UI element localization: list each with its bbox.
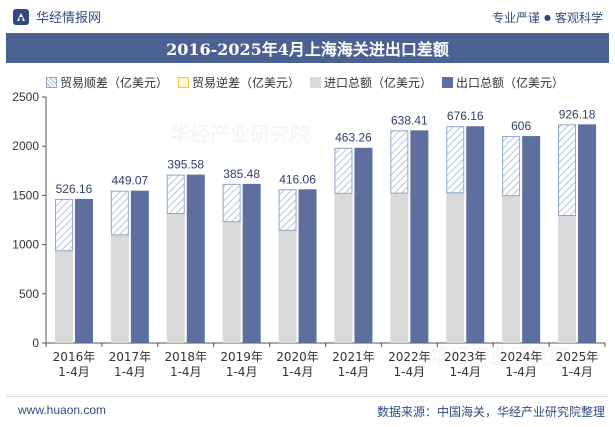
y-tick-label: 0 xyxy=(32,336,39,350)
brand-logo-icon xyxy=(13,8,29,25)
x-tick-label: 1-4月 xyxy=(226,365,258,379)
x-tick-label: 2018年 xyxy=(164,350,207,364)
export-bar[interactable] xyxy=(522,136,541,343)
export-bar[interactable] xyxy=(354,147,373,343)
footer: www.huaon.com 数据来源：中国海关，华经产业研究院整理 xyxy=(6,396,609,421)
legend-swatch-import xyxy=(310,76,322,88)
x-tick-label: 2016年 xyxy=(53,350,96,364)
export-bar[interactable] xyxy=(298,189,317,343)
x-tick-label: 2023年 xyxy=(444,350,487,364)
surplus-bar[interactable] xyxy=(54,198,73,252)
brand[interactable]: 华经情报网 xyxy=(12,7,101,26)
surplus-bar[interactable] xyxy=(278,189,297,231)
x-tick-label: 2022年 xyxy=(388,350,431,364)
footer-url[interactable]: www.huaon.com xyxy=(18,403,107,417)
surplus-bar[interactable] xyxy=(502,136,521,197)
surplus-bar[interactable] xyxy=(446,126,465,194)
x-tick-label: 2021年 xyxy=(332,350,375,364)
y-tick-label: 1500 xyxy=(12,188,39,202)
legend-item-deficit[interactable]: 贸易逆差（亿美元） xyxy=(178,74,300,91)
surplus-data-label: 676.16 xyxy=(447,109,484,123)
surplus-bar[interactable] xyxy=(390,130,409,194)
chart-bars xyxy=(54,124,597,344)
tagline-dot-icon: ● xyxy=(544,13,551,22)
x-tick-label: 2020年 xyxy=(276,350,319,364)
import-bar[interactable] xyxy=(54,250,73,343)
footer-source: 数据来源：中国海关，华经产业研究院整理 xyxy=(376,405,605,419)
surplus-bar[interactable] xyxy=(334,147,353,194)
export-bar[interactable] xyxy=(466,126,485,344)
y-tick-label: 2500 xyxy=(12,90,39,104)
x-tick-label: 2019年 xyxy=(220,350,263,364)
import-bar[interactable] xyxy=(166,213,185,343)
surplus-data-label: 526.16 xyxy=(56,182,93,196)
surplus-bar[interactable] xyxy=(222,183,241,223)
x-tick-label: 1-4月 xyxy=(394,365,426,379)
surplus-data-label: 416.06 xyxy=(279,172,316,186)
watermark-text: 华经产业研究院 xyxy=(170,122,310,146)
chart-legend: 贸易顺差（亿美元） 贸易逆差（亿美元） 进口总额（亿美元） 出口总额（亿美元） xyxy=(46,73,574,91)
watermark-text-2: 华经产业研究院 xyxy=(430,344,570,368)
legend-swatch-surplus xyxy=(46,76,57,88)
surplus-bar[interactable] xyxy=(110,190,129,236)
export-bar[interactable] xyxy=(186,174,205,343)
legend-item-export[interactable]: 出口总额（亿美元） xyxy=(442,74,564,91)
x-tick-label: 1-4月 xyxy=(58,365,90,379)
tagline-right: 客观科学 xyxy=(554,11,603,25)
brand-name: 华经情报网 xyxy=(36,11,102,26)
x-tick-label: 1-4月 xyxy=(561,365,593,379)
x-tick-label: 1-4月 xyxy=(449,365,481,379)
surplus-data-label: 638.41 xyxy=(391,113,428,127)
import-bar[interactable] xyxy=(222,221,241,343)
x-tick-label: 1-4月 xyxy=(505,365,537,379)
legend-swatch-export xyxy=(442,76,454,88)
top-bar: 华经情报网 专业严谨 ● 客观科学 xyxy=(0,0,615,32)
title-band: 2016-2025年4月上海海关进出口差额 xyxy=(6,33,609,63)
y-tick-label: 1000 xyxy=(12,238,39,252)
export-bar[interactable] xyxy=(578,124,597,344)
export-bar[interactable] xyxy=(74,198,93,343)
x-tick-label: 2025年 xyxy=(556,350,599,364)
x-tick-label: 1-4月 xyxy=(170,365,202,379)
surplus-data-label: 395.58 xyxy=(167,158,204,172)
surplus-data-label: 606 xyxy=(511,119,531,133)
import-bar[interactable] xyxy=(334,193,353,343)
legend-item-import[interactable]: 进口总额（亿美元） xyxy=(310,74,432,91)
bar-chart: 0 500 1000 1500 2000 2500 526.16 449.07 395.58 3… xyxy=(12,90,606,379)
import-bar[interactable] xyxy=(110,234,129,343)
x-tick-label: 1-4月 xyxy=(338,365,370,379)
import-bar[interactable] xyxy=(390,193,409,343)
y-tick-label: 500 xyxy=(19,287,39,301)
tagline: 专业严谨 ● 客观科学 xyxy=(492,9,603,26)
legend-label-export: 出口总额（亿美元） xyxy=(456,75,565,90)
surplus-data-label: 463.26 xyxy=(335,131,372,145)
surplus-data-label: 926.18 xyxy=(559,107,596,121)
y-tick-label: 2000 xyxy=(12,139,39,153)
tagline-left: 专业严谨 xyxy=(491,11,540,25)
legend-item-surplus[interactable]: 贸易顺差（亿美元） xyxy=(46,74,168,91)
export-bar[interactable] xyxy=(130,190,149,343)
export-bar[interactable] xyxy=(242,183,261,343)
export-bar[interactable] xyxy=(410,130,429,343)
x-tick-label: 1-4月 xyxy=(114,365,146,379)
import-bar[interactable] xyxy=(446,192,465,343)
x-tick-label: 1-4月 xyxy=(282,365,314,379)
chart-x-ticks: 2016年1-4月2017年1-4月2018年1-4月2019年1-4月2020… xyxy=(53,350,599,379)
chart-data-labels: 526.16 449.07 395.58 385.48 416.06 463.26 638.… xyxy=(56,107,596,196)
legend-label-surplus: 贸易顺差（亿美元） xyxy=(60,75,169,90)
chart-title: 2016-2025年4月上海海关进出口差额 xyxy=(166,40,449,59)
x-tick-label: 2017年 xyxy=(109,350,152,364)
surplus-data-label: 385.48 xyxy=(223,167,260,181)
surplus-bar[interactable] xyxy=(166,174,185,215)
x-tick-label: 2024年 xyxy=(500,350,543,364)
legend-swatch-deficit xyxy=(178,76,190,88)
legend-label-deficit: 贸易逆差（亿美元） xyxy=(192,75,301,90)
import-bar[interactable] xyxy=(278,230,297,343)
import-bar[interactable] xyxy=(502,195,521,343)
surplus-data-label: 449.07 xyxy=(111,174,148,188)
surplus-bar[interactable] xyxy=(558,124,577,216)
legend-label-import: 进口总额（亿美元） xyxy=(324,75,433,90)
import-bar[interactable] xyxy=(558,215,577,343)
